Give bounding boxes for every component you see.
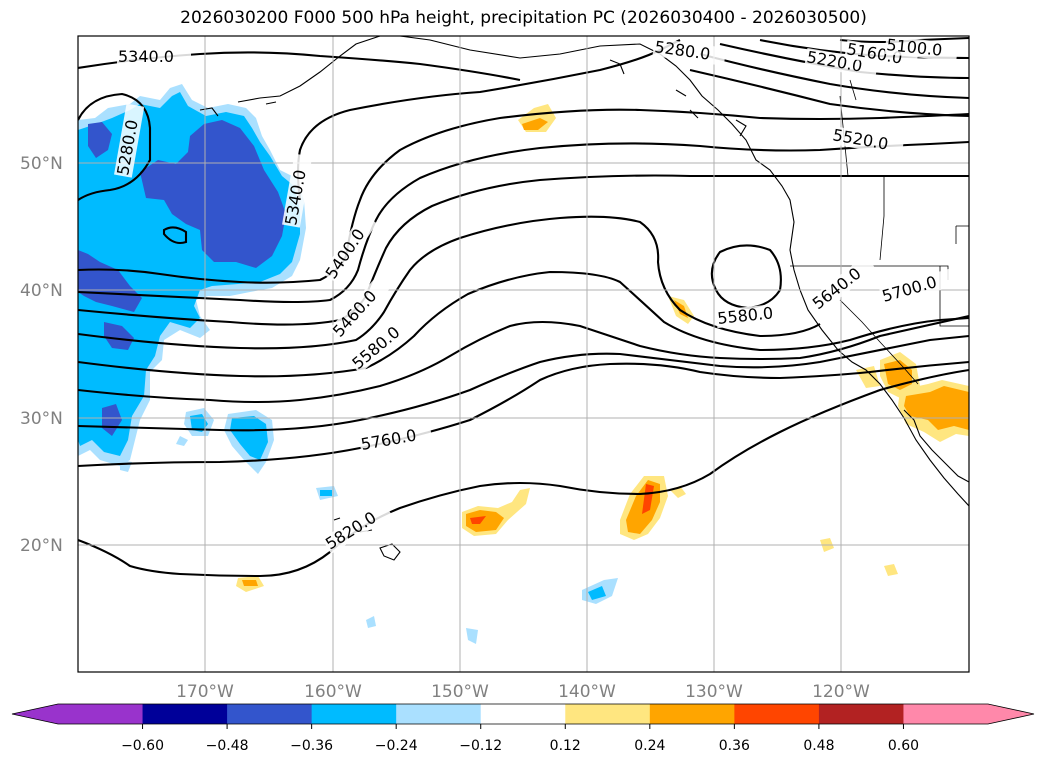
- lon-label: 120°W: [812, 682, 870, 702]
- latitude-labels: 50°N 40°N 30°N 20°N: [20, 154, 63, 556]
- colorbar-tick-label: 0.24: [634, 738, 665, 754]
- longitude-labels: 170°W 160°W 150°W 140°W 130°W 120°W: [176, 682, 870, 702]
- colorbar-tick-label: −0.48: [206, 738, 249, 754]
- colorbar-cell: [227, 704, 313, 724]
- colorbar-cell: [649, 704, 735, 724]
- colorbar-tick-label: 0.48: [803, 738, 834, 754]
- contour-label: 5100.0: [886, 35, 944, 60]
- lat-label: 30°N: [20, 409, 63, 429]
- colorbar-tick-label: 0.12: [550, 738, 581, 754]
- lat-label: 20°N: [20, 536, 63, 556]
- colorbar-tick-label: −0.60: [121, 738, 164, 754]
- colorbar-tick-label: −0.36: [290, 738, 333, 754]
- colorbar-outline: [11, 703, 1035, 725]
- colorbar: −0.60 −0.48 −0.36 −0.24 −0.12 0.12 0.24 0.36 0.4…: [11, 703, 1035, 754]
- colorbar-extend-high: [988, 704, 1034, 724]
- precip-positive-region: [236, 104, 969, 592]
- colorbar-cell: [903, 704, 989, 724]
- colorbar-extend-low: [12, 704, 58, 724]
- coastlines: [199, 36, 969, 561]
- contour-label: 5340.0: [118, 47, 174, 66]
- colorbar-cell: [142, 704, 228, 724]
- lat-label: 50°N: [20, 154, 63, 174]
- lon-label: 160°W: [304, 682, 362, 702]
- colorbar-tick-label: 0.60: [888, 738, 919, 754]
- lat-label: 40°N: [20, 281, 63, 301]
- chart-title: 2026030200 F000 500 hPa height, precipit…: [180, 8, 867, 28]
- colorbar-tick-label: −0.24: [375, 738, 418, 754]
- colorbar-cell: [818, 704, 904, 724]
- lon-label: 140°W: [558, 682, 616, 702]
- lon-label: 170°W: [176, 682, 234, 702]
- colorbar-cell: [58, 704, 144, 724]
- colorbar-cell: [311, 704, 397, 724]
- colorbar-tick-label: −0.12: [459, 738, 502, 754]
- lon-label: 130°W: [685, 682, 743, 702]
- colorbar-cell: [734, 704, 820, 724]
- map-border: [77, 35, 970, 673]
- colorbar-cell: [480, 704, 566, 724]
- height-contours: [78, 36, 969, 578]
- colorbar-tick-label: 0.36: [719, 738, 750, 754]
- colorbar-cell: [565, 704, 651, 724]
- colorbar-cell: [396, 704, 482, 724]
- lon-label: 150°W: [431, 682, 489, 702]
